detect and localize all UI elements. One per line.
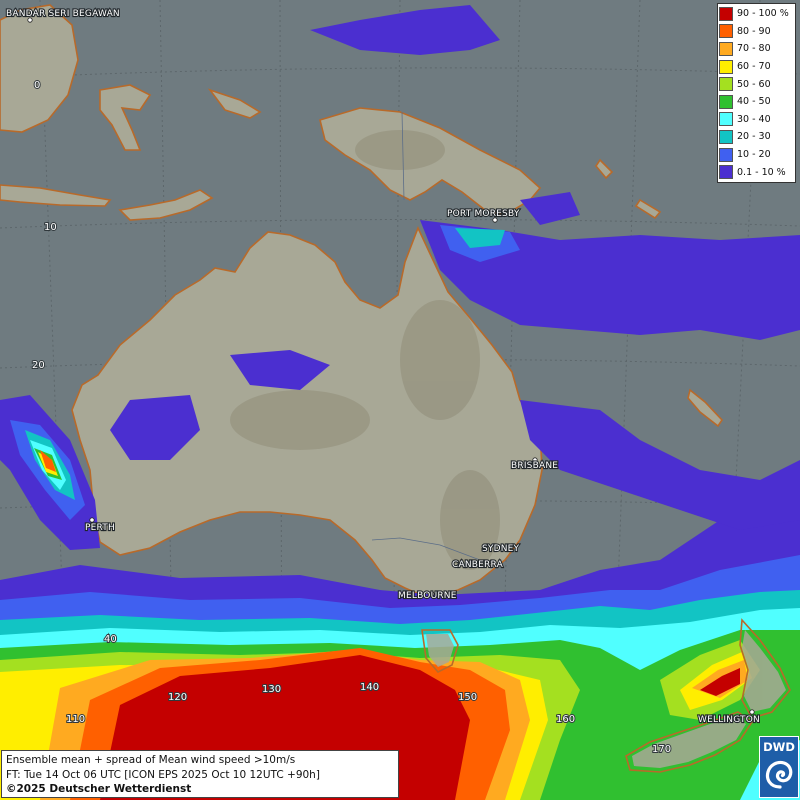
legend-item: 50 - 60	[719, 75, 794, 93]
lon-label-160: 160	[556, 714, 575, 725]
legend-item: 40 - 50	[719, 93, 794, 111]
city-label-bandar-seri-begawan: BANDAR SERI BEGAWAN	[6, 9, 120, 19]
legend-item: 10 - 20	[719, 146, 794, 164]
legend-swatch	[719, 112, 733, 127]
borders	[371, 111, 481, 561]
lon-label-130: 130	[262, 684, 281, 695]
lon-label-110: 110	[66, 714, 85, 725]
probability-legend: 90 - 100 % 80 - 90 70 - 80 60 - 70 50 - 60 40…	[717, 3, 796, 183]
legend-label: 30 - 40	[737, 113, 771, 125]
legend-item: 0.1 - 10 %	[719, 163, 794, 181]
forecast-time: FT: Tue 14 Oct 06 UTC [ICON EPS 2025 Oct…	[6, 768, 320, 781]
city-dot	[532, 457, 538, 463]
legend-label: 0.1 - 10 %	[737, 166, 786, 178]
city-label-perth: PERTH	[85, 523, 115, 533]
probability-field	[0, 5, 800, 800]
copyright-notice: ©2025 Deutscher Wetterdienst	[6, 783, 192, 795]
legend-item: 90 - 100 %	[719, 5, 794, 23]
legend-label: 60 - 70	[737, 61, 771, 73]
legend-label: 40 - 50	[737, 96, 771, 108]
legend-item: 60 - 70	[719, 58, 794, 76]
legend-item: 20 - 30	[719, 128, 794, 146]
lon-label-170: 170	[652, 744, 671, 755]
city-dot	[492, 217, 498, 223]
lon-label-150: 150	[458, 692, 477, 703]
legend-label: 20 - 30	[737, 131, 771, 143]
lat-label-10: 10	[44, 222, 57, 233]
legend-label: 70 - 80	[737, 43, 771, 55]
legend-label: 80 - 90	[737, 25, 771, 37]
city-label-canberra: CANBERRA	[452, 560, 504, 570]
legend-swatch	[719, 129, 733, 144]
swirl-icon	[765, 760, 793, 789]
city-dot	[429, 591, 435, 597]
legend-swatch	[719, 6, 733, 21]
dwd-logo-text: DWD	[763, 740, 795, 754]
lon-label-120: 120	[168, 692, 187, 703]
city-label-melbourne: MELBOURNE	[398, 591, 457, 601]
terrain-shading	[230, 130, 500, 570]
city-dot	[89, 517, 95, 523]
legend-swatch	[719, 94, 733, 109]
city-dot	[489, 559, 495, 565]
city-label-brisbane: BRISBANE	[511, 461, 558, 471]
legend-label: 90 - 100 %	[737, 8, 789, 20]
lat-label-40: 40	[104, 634, 117, 645]
legend-item: 80 - 90	[719, 23, 794, 41]
legend-item: 30 - 40	[719, 111, 794, 129]
legend-swatch	[719, 41, 733, 56]
legend-swatch	[719, 165, 733, 180]
legend-swatch	[719, 59, 733, 74]
city-label-sydney: SYDNEY	[482, 544, 520, 554]
legend-swatch	[719, 24, 733, 39]
lat-label-0: 0	[34, 80, 40, 91]
product-description: Ensemble mean + spread of Mean wind spee…	[6, 754, 296, 766]
city-dot	[505, 545, 511, 551]
dwd-logo[interactable]: DWD	[759, 736, 799, 798]
legend-swatch	[719, 147, 733, 162]
lat-label-20: 20	[32, 360, 45, 371]
city-markers: BANDAR SERI BEGAWAN PORT MORESBY BRISBAN…	[5, 8, 761, 726]
coastline-overlay	[421, 618, 791, 773]
city-dot	[749, 709, 755, 715]
lon-label-140: 140	[360, 682, 379, 693]
new-zealand-land	[426, 630, 786, 768]
legend-label: 50 - 60	[737, 78, 771, 90]
legend-label: 10 - 20	[737, 149, 771, 161]
city-dot	[27, 17, 33, 23]
city-label-port-moresby: PORT MORESBY	[447, 209, 520, 219]
grid-labels: 0 10 20 40 110 120 130 140 150 160 170	[31, 79, 672, 756]
info-panel: Ensemble mean + spread of Mean wind spee…	[1, 750, 399, 798]
legend-item: 70 - 80	[719, 40, 794, 58]
legend-swatch	[719, 77, 733, 92]
city-label-wellington: WELLINGTON	[698, 715, 760, 725]
